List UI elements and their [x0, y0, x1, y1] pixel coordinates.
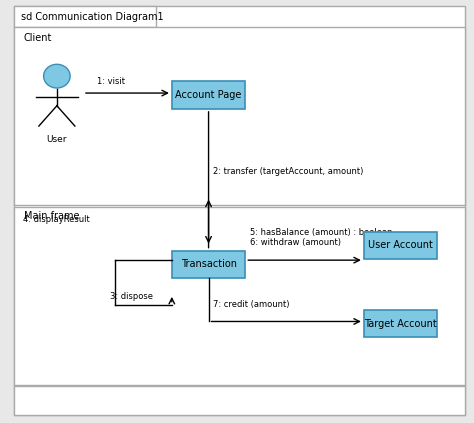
Text: 5: hasBalance (amount) : boolean: 5: hasBalance (amount) : boolean — [250, 228, 392, 237]
Bar — [14, 27, 465, 205]
Text: 6: withdraw (amount): 6: withdraw (amount) — [250, 238, 341, 247]
Text: 7: credit (amount): 7: credit (amount) — [213, 300, 290, 309]
Text: Account Page: Account Page — [175, 90, 242, 100]
Text: 2: transfer (targetAccount, amount): 2: transfer (targetAccount, amount) — [213, 167, 364, 176]
Circle shape — [44, 64, 70, 88]
Text: User Account: User Account — [368, 240, 433, 250]
Bar — [172, 250, 245, 278]
Text: Transaction: Transaction — [181, 259, 237, 269]
Text: Client: Client — [24, 33, 52, 43]
Bar — [14, 207, 465, 385]
Text: 1: visit: 1: visit — [97, 77, 126, 86]
Bar — [364, 232, 437, 259]
Text: 3: dispose: 3: dispose — [110, 292, 153, 302]
Bar — [14, 386, 465, 415]
Text: User: User — [46, 135, 67, 143]
Text: sd Communication Diagram1: sd Communication Diagram1 — [21, 12, 164, 22]
Text: Main frame: Main frame — [24, 211, 79, 221]
Text: 4: displayResult: 4: displayResult — [23, 215, 90, 224]
Bar — [172, 81, 245, 109]
Bar — [14, 6, 156, 27]
Bar — [364, 310, 437, 338]
Text: Target Account: Target Account — [364, 319, 437, 329]
